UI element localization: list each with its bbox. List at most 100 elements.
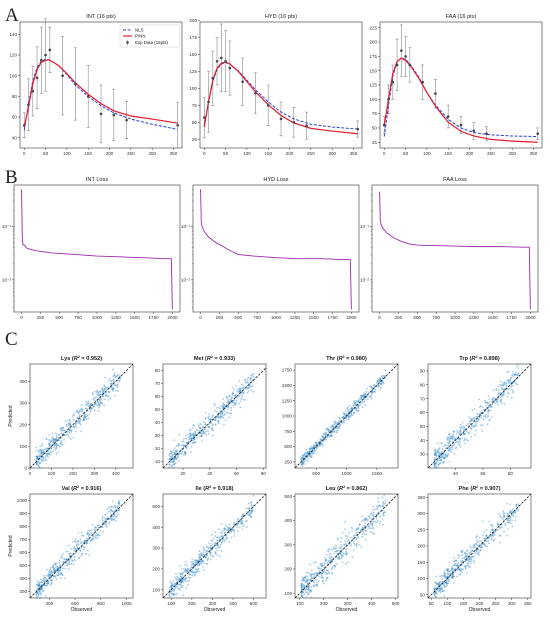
scatter-point <box>512 391 515 393</box>
scatter-point <box>37 450 40 453</box>
exp-point <box>485 132 488 135</box>
scatter-point <box>435 462 438 465</box>
scatter-point <box>487 402 489 405</box>
scatter-point <box>104 398 106 401</box>
y-tick-label: 50 <box>420 424 426 429</box>
scatter-point <box>97 404 99 407</box>
scatter-point <box>247 387 250 390</box>
scatter-point <box>168 466 171 468</box>
scatter-point <box>41 444 44 447</box>
scatter-point <box>507 528 509 530</box>
scatter-point <box>481 520 484 523</box>
scatter-point <box>118 508 120 511</box>
scatter-point <box>223 406 225 409</box>
identity-line <box>427 363 532 469</box>
x-tick-label: 500 <box>250 601 258 606</box>
scatter-point <box>351 530 353 532</box>
scatter-point <box>56 574 59 577</box>
scatter-point <box>452 435 455 438</box>
scatter-point <box>67 422 70 425</box>
scatter-point <box>318 575 321 578</box>
scatter-point <box>223 540 226 543</box>
scatter-point <box>446 436 449 439</box>
x-tick-label: 300 <box>344 601 352 606</box>
x-tick-label: 50 <box>43 151 49 156</box>
scatter-point <box>315 578 317 581</box>
scatter-point <box>104 519 107 521</box>
scatter-point <box>324 434 327 437</box>
scatter-point <box>179 565 182 568</box>
scatter-point <box>481 406 484 409</box>
scatter-point <box>44 458 47 461</box>
scatter-point <box>353 403 356 406</box>
scatter-point <box>110 519 113 522</box>
scatter-point <box>456 441 459 444</box>
scatter-point <box>71 415 74 418</box>
scatter-point <box>173 590 176 592</box>
scatter-point <box>168 594 171 597</box>
scatter-point <box>441 447 444 450</box>
scatter-point <box>505 385 508 388</box>
scatter-point <box>301 457 304 460</box>
scatter-point <box>86 404 89 407</box>
x-tick-label: 200 <box>286 151 294 156</box>
scatter-point <box>354 408 356 410</box>
scatter-point <box>363 398 366 401</box>
scatter-point <box>300 592 303 595</box>
scatter-point <box>37 463 40 466</box>
scatter-point <box>336 423 338 426</box>
scatter-point <box>64 577 66 580</box>
scatter-point <box>512 370 515 373</box>
scatter-point <box>468 552 471 554</box>
scatter-point <box>450 437 453 439</box>
scatter-point <box>447 442 450 445</box>
title-name: Ile ( <box>196 486 206 492</box>
scatter-point <box>304 575 307 578</box>
x-tick-label: 1250 <box>111 315 122 320</box>
scatter-point <box>77 410 79 413</box>
x-tick-label: 300 <box>91 471 99 476</box>
scatter-point <box>105 524 107 527</box>
scatter-point <box>382 381 385 383</box>
scatter-point <box>178 433 181 436</box>
scatter-point <box>188 438 191 441</box>
scatter-point <box>358 543 361 546</box>
scatter-point <box>309 455 312 458</box>
scatter-point <box>210 418 213 421</box>
y-tick-label: 1250 <box>282 398 293 403</box>
scatter-point <box>439 458 442 461</box>
scatter-point <box>334 547 337 550</box>
scatter-point <box>112 378 115 381</box>
scatter-point <box>509 379 512 381</box>
scatter-point <box>92 405 94 408</box>
scatter-point <box>168 454 171 456</box>
scatter-point <box>443 595 446 597</box>
scatter-point <box>213 410 216 412</box>
scatter-point <box>226 396 229 399</box>
scatter-point <box>501 391 504 394</box>
scatter-point <box>207 425 210 428</box>
scatter-point <box>94 403 96 405</box>
scatter-point <box>330 426 333 429</box>
scatter-point <box>82 416 85 418</box>
scatter-point <box>85 553 87 555</box>
scatter-point <box>449 436 452 438</box>
scatter-point <box>447 449 450 452</box>
x-tick-label: 500 <box>413 315 421 320</box>
scatter-point <box>184 452 187 455</box>
scatter-point <box>463 425 466 428</box>
scatter-point <box>322 440 325 443</box>
scatter-point <box>506 395 509 398</box>
scatter-point <box>66 550 69 553</box>
scatter-point <box>218 416 221 418</box>
scatter-point <box>322 444 324 447</box>
scatter-point <box>448 561 451 564</box>
scatter-point <box>302 455 305 458</box>
scatter-point <box>471 409 474 412</box>
scatter-point <box>76 543 78 546</box>
exp-point <box>125 118 128 122</box>
scatter-point <box>200 435 203 438</box>
scatter-point <box>99 399 101 402</box>
y-tick-label: 500 <box>19 563 27 568</box>
scatter-point <box>321 435 323 438</box>
